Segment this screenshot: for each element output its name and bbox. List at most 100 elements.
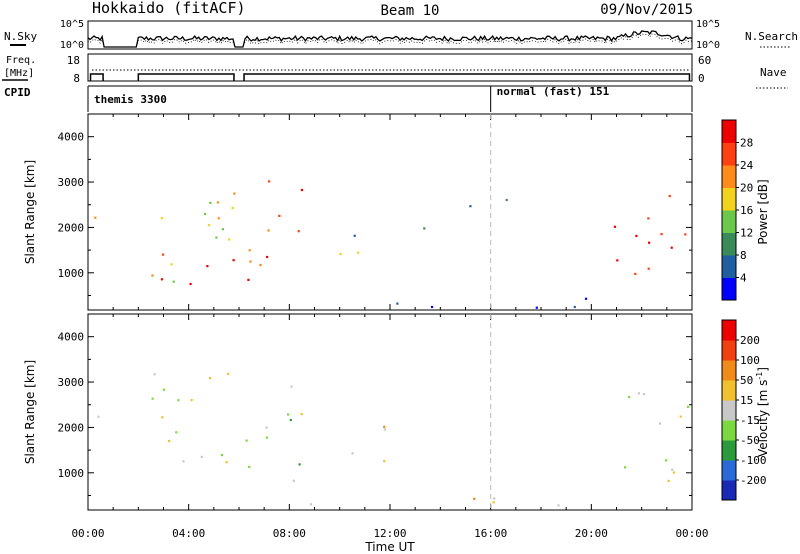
data-cell <box>200 455 203 458</box>
velocity-colorbar-label-main: Velocity [m s <box>756 380 770 457</box>
velocity-colorbar-label-end: ] <box>756 367 770 372</box>
data-cell <box>351 452 354 455</box>
colorbar-step <box>722 400 736 421</box>
freq-label-line2: [MHz] <box>4 68 34 79</box>
y-tick-label: 1000 <box>58 467 85 480</box>
time-x-axis: 00:00 04:00 08:00 12:00 16:00 20:00 00:00 <box>71 527 708 540</box>
data-cell <box>225 461 228 464</box>
colorbar-step <box>722 320 736 341</box>
velocity-scatter-cells <box>97 372 689 507</box>
data-cell <box>492 501 495 504</box>
colorbar-step <box>722 120 736 143</box>
data-cell <box>248 249 251 252</box>
noise-panel-frame <box>87 20 693 50</box>
data-cell <box>278 214 281 217</box>
colorbar-frame <box>721 319 737 501</box>
data-cell <box>286 413 290 416</box>
data-cell <box>624 466 627 469</box>
data-cell <box>247 278 250 281</box>
colorbar-step <box>722 255 736 278</box>
data-cell <box>208 377 212 380</box>
data-cell <box>267 229 270 232</box>
data-cell <box>204 212 207 216</box>
data-cell <box>161 416 164 419</box>
data-cell <box>207 224 211 227</box>
data-cell <box>189 282 192 286</box>
velocity-colorbar: 200 100 50 15 -15 -50 -100 -200 <box>721 319 767 501</box>
beam-title: Beam 10 <box>380 3 439 19</box>
velocity-panel-frame <box>87 313 693 511</box>
data-cell <box>292 479 295 482</box>
data-cell <box>190 399 193 402</box>
data-cell <box>268 180 271 183</box>
x-tick-label: 08:00 <box>273 527 306 540</box>
station-title: Hokkaido (fitACF) <box>92 0 246 17</box>
data-cell <box>679 415 682 418</box>
data-cell <box>423 227 426 230</box>
data-cell <box>289 418 292 422</box>
velocity-colorbar-label-sup: -1 <box>755 372 764 380</box>
data-cell <box>221 228 224 231</box>
data-cell <box>175 431 178 434</box>
data-cell <box>227 372 230 375</box>
data-cell <box>231 206 234 210</box>
noise-sky-trace <box>87 30 693 48</box>
data-cell <box>217 217 220 220</box>
x-tick-label: 12:00 <box>373 527 406 540</box>
data-cell <box>232 259 235 262</box>
colorbar-step <box>722 165 736 188</box>
data-cell <box>383 428 386 431</box>
noise-search-trace <box>87 33 693 48</box>
freq-panel: Freq. [MHz] 18 8 60 0 Nave <box>2 53 788 89</box>
x-tick-label: 16:00 <box>474 527 507 540</box>
data-cell <box>153 373 156 376</box>
freq-label-line1: Freq. <box>6 55 36 66</box>
data-cell <box>573 305 576 309</box>
colorbar-tick-label: 8 <box>740 249 747 262</box>
data-cell <box>172 280 175 283</box>
power-colorbar: 28 24 20 16 12 8 4 <box>721 119 754 301</box>
data-cell <box>637 392 640 395</box>
data-cell <box>557 504 560 507</box>
power-ylabel: Slant Range [km] <box>23 160 37 264</box>
colorbar-tick-label: 15 <box>740 394 753 407</box>
data-cell <box>300 413 303 416</box>
data-cell <box>668 195 671 198</box>
velocity-ylabel: Slant Range [km] <box>23 360 37 464</box>
data-cell <box>309 503 312 506</box>
data-cell <box>353 234 356 237</box>
nave-tick-bottom: 0 <box>698 72 705 85</box>
freq-tick-bottom: 8 <box>73 72 80 85</box>
y-tick-label: 4000 <box>58 331 85 344</box>
power-colorbar-label: Power [dB] <box>756 179 770 244</box>
time-xlabel: Time UT <box>364 540 415 554</box>
data-cell <box>684 233 687 236</box>
data-cell <box>613 225 617 228</box>
data-cell <box>162 253 165 256</box>
data-cell <box>672 471 675 474</box>
data-cell <box>228 238 231 241</box>
data-cell <box>584 297 588 300</box>
cpid-label: CPID <box>4 86 31 99</box>
data-cell <box>297 230 300 233</box>
date-title: 09/Nov/2015 <box>600 2 693 18</box>
colorbar-tick-label: -50 <box>740 434 760 447</box>
data-cell <box>215 236 218 239</box>
data-cell <box>233 192 236 195</box>
data-cell <box>671 468 674 471</box>
data-cell <box>635 234 638 237</box>
data-cell <box>616 259 619 262</box>
x-tick-label: 00:00 <box>71 527 104 540</box>
y-tick-label: 2000 <box>58 221 85 234</box>
data-cell <box>245 439 248 442</box>
colorbar-step <box>722 277 736 301</box>
colorbar-tick-label: 4 <box>740 272 747 285</box>
data-cell <box>265 436 268 439</box>
x-tick-label: 04:00 <box>172 527 205 540</box>
cpid-mode-label-normal: normal (fast) 151 <box>497 85 610 98</box>
y-tick-label: 2000 <box>58 421 85 434</box>
data-cell <box>249 260 252 263</box>
data-cell <box>383 460 386 463</box>
power-panel: 1000 2000 3000 4000 Slant Range [km] 28 24 20… <box>23 113 770 311</box>
noise-panel: N.Sky 10^5 10^0 10^5 10^0 N.Search <box>4 19 798 51</box>
